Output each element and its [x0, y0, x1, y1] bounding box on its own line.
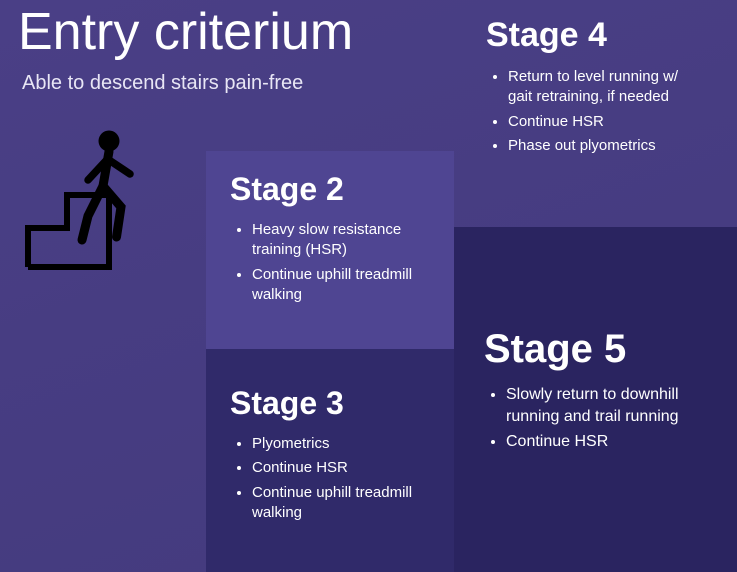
stage2-heading: Stage 2 [230, 171, 430, 208]
page-title: Entry criterium [18, 6, 353, 58]
stairs-descent-icon [22, 120, 172, 270]
stage4-list: Return to level running w/ gait retraini… [486, 67, 704, 156]
stage4-heading: Stage 4 [486, 16, 704, 55]
stage2-item: Heavy slow resistance training (HSR) [252, 220, 430, 261]
panel-stage5: Stage 5 Slowly return to downhill runnin… [454, 227, 737, 572]
stage5-heading: Stage 5 [484, 327, 707, 372]
stage3-item: Continue HSR [252, 458, 430, 478]
stage2-list: Heavy slow resistance training (HSR)Cont… [230, 220, 430, 305]
stage2-item: Continue uphill treadmill walking [252, 265, 430, 306]
panel-stage3: Stage 3 Plyometrics Continue HSR Continue … [206, 349, 454, 572]
stage3-list: Plyometrics Continue HSR Continue uphill t… [230, 434, 430, 523]
stage3-item: Continue uphill treadmill walking [252, 483, 430, 524]
stage3-item: Plyometrics [252, 434, 430, 454]
stage4-item: Continue HSR [508, 112, 704, 132]
stage5-item: Slowly return to downhill running and tr… [506, 384, 707, 427]
slide-root: Entry criterium Able to descend stairs p… [0, 0, 737, 572]
stage5-list: Slowly return to downhill running and tr… [484, 384, 707, 453]
stage4-item: Phase out plyometrics [508, 136, 704, 156]
panel-stage4: Stage 4 Return to level running w/ gait … [462, 0, 728, 227]
page-subtitle: Able to descend stairs pain-free [22, 72, 303, 95]
stage5-item: Continue HSR [506, 431, 707, 453]
panel-stage2: Stage 2 Heavy slow resistance training (… [206, 151, 454, 349]
stage4-item: Return to level running w/ gait retraini… [508, 67, 704, 108]
stage3-heading: Stage 3 [230, 385, 430, 422]
